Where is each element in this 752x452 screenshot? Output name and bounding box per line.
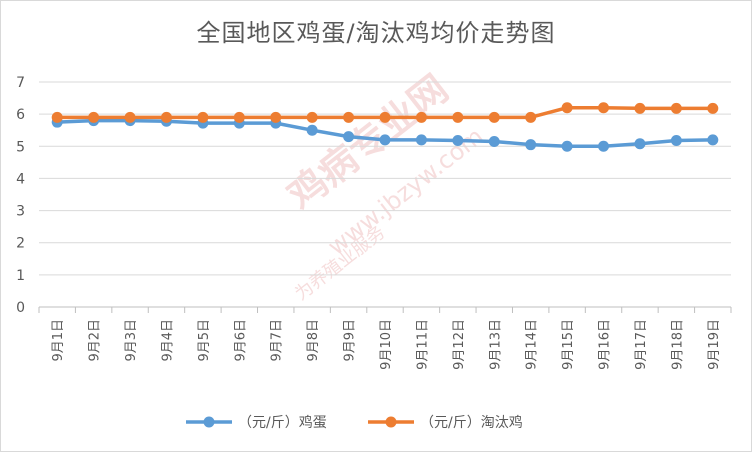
x-tick-label: 9月13日	[488, 319, 503, 370]
data-point	[670, 135, 682, 146]
watermark-text-1: 鸡病专业网	[279, 66, 457, 218]
legend-swatch-marker-1	[203, 416, 215, 428]
y-tick-label: 2	[16, 236, 25, 252]
x-tick-label: 9月4日	[160, 319, 175, 362]
data-point	[670, 102, 682, 114]
x-tick-label: 9月17日	[634, 319, 649, 370]
y-tick-label: 1	[16, 268, 25, 284]
data-point	[343, 111, 355, 123]
data-point	[343, 131, 355, 143]
data-point	[634, 138, 646, 150]
data-point	[51, 111, 63, 123]
x-tick-label: 9月16日	[598, 319, 613, 370]
series-group	[51, 102, 719, 152]
data-point	[197, 111, 209, 123]
legend-swatch-marker-2	[385, 416, 397, 428]
x-tick-label: 9月7日	[270, 319, 285, 362]
x-tick-label: 9月10日	[379, 319, 394, 370]
data-point	[124, 111, 136, 123]
x-tick-label: 9月12日	[452, 319, 467, 370]
data-point	[415, 111, 427, 123]
y-tick-label: 4	[16, 171, 25, 187]
data-point	[306, 124, 318, 136]
data-point	[561, 102, 573, 114]
x-tick-label: 9月9日	[343, 319, 358, 362]
x-tick-label: 9月6日	[233, 319, 248, 362]
x-tick-label: 9月11日	[415, 319, 430, 370]
x-tick-label: 9月15日	[561, 319, 576, 370]
legend: （元/斤）鸡蛋 （元/斤）淘汰鸡	[186, 414, 523, 431]
data-point	[488, 135, 500, 147]
data-point	[415, 134, 427, 146]
data-point	[452, 111, 464, 123]
data-point	[634, 102, 646, 114]
gridlines	[39, 81, 731, 308]
y-tick-label: 0	[16, 300, 25, 316]
x-tick-label: 9月14日	[525, 319, 540, 370]
y-tick-label: 7	[16, 75, 25, 91]
y-tick-label: 6	[16, 107, 25, 123]
x-tick-label: 9月19日	[707, 319, 722, 370]
data-point	[707, 134, 719, 146]
x-tick-label: 9月3日	[124, 319, 139, 362]
legend-label-1: （元/斤）鸡蛋	[238, 414, 327, 431]
watermark: 鸡病专业网 www.jbzyw.com 为养殖业服务	[279, 66, 489, 305]
data-point	[525, 139, 537, 151]
data-point	[233, 111, 245, 123]
x-tick-label: 9月2日	[88, 319, 103, 362]
data-point	[379, 111, 391, 123]
data-point	[306, 111, 318, 123]
chart-title: 全国地区鸡蛋/淘汰鸡均价走势图	[196, 19, 556, 47]
data-point	[707, 102, 719, 114]
data-point	[561, 140, 573, 152]
x-tick-label: 9月8日	[306, 319, 321, 362]
y-tick-label: 3	[16, 204, 25, 220]
x-axis: 9月1日 9月2日 9月3日 9月4日 9月5日 9月6日 9月7日 9月8日 9月9日 9月10…	[38, 307, 732, 370]
data-point	[379, 134, 391, 146]
x-tick-label: 9月5日	[197, 319, 212, 362]
y-tick-label: 5	[16, 139, 25, 155]
data-point	[488, 111, 500, 123]
data-point	[452, 135, 464, 146]
data-point	[525, 111, 537, 123]
data-point	[598, 140, 610, 152]
x-tick-label: 9月18日	[670, 319, 685, 370]
data-point	[160, 111, 172, 123]
data-point	[598, 102, 610, 114]
y-axis: 0 1 2 3 4 5 6 7	[16, 75, 25, 316]
x-tick-label: 9月1日	[51, 319, 66, 362]
legend-label-2: （元/斤）淘汰鸡	[420, 414, 523, 431]
data-point	[88, 111, 100, 123]
data-point	[270, 111, 282, 123]
